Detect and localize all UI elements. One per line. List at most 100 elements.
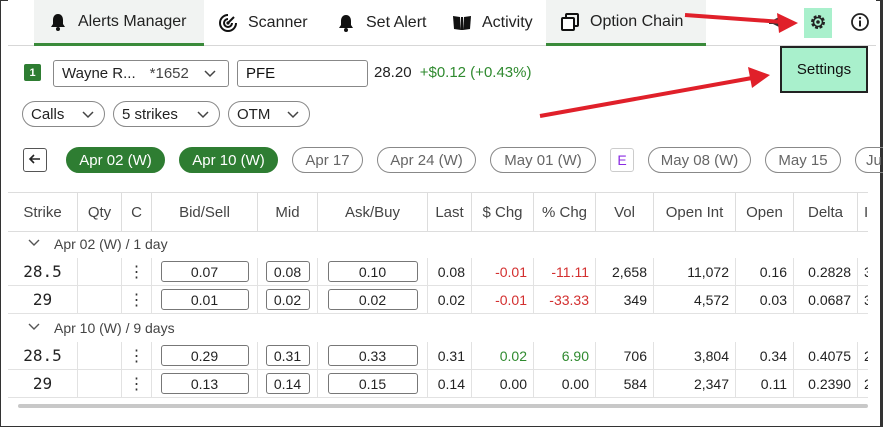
strikes-select[interactable]: 5 strikes — [113, 101, 220, 127]
ask-buy-button[interactable]: 0.33 — [327, 345, 418, 366]
column-header[interactable]: Ask/Buy — [318, 192, 428, 232]
expiration-group-header[interactable]: Apr 10 (W) / 9 days — [8, 314, 868, 342]
expiration-group-header[interactable]: Apr 02 (W) / 1 day — [8, 230, 868, 258]
tab-set-alert[interactable]: Set Alert — [322, 0, 438, 46]
dollar-change-cell: -0.01 — [472, 258, 534, 286]
annotation-arrow-to-gear — [684, 13, 798, 33]
column-header[interactable]: C — [122, 192, 152, 232]
tab-scanner[interactable]: Scanner — [204, 0, 322, 46]
tab-option-chain[interactable]: Option Chain — [546, 0, 706, 46]
settings-button[interactable] — [804, 8, 832, 38]
qty-cell[interactable] — [78, 286, 122, 314]
bid-sell-button[interactable]: 0.13 — [160, 373, 249, 394]
open-interest-cell: 11,072 — [654, 258, 736, 286]
bid-sell-button[interactable]: 0.29 — [160, 345, 249, 366]
column-header[interactable]: $ Chg — [472, 192, 534, 232]
settings-tooltip[interactable]: Settings — [780, 46, 868, 93]
expiration-pill[interactable]: May 15 — [765, 147, 841, 173]
kebab-icon: ⋮ — [128, 263, 145, 281]
ask-buy-button[interactable]: 0.02 — [327, 289, 418, 310]
moneyness-select[interactable]: OTM — [228, 101, 310, 127]
annotation-arrow-to-settings — [539, 67, 770, 118]
percent-change-cell: 6.90 — [534, 342, 596, 370]
tab-label: Activity — [482, 14, 533, 31]
expiration-back-button[interactable] — [23, 148, 47, 172]
column-header[interactable]: Last — [428, 192, 472, 232]
price-change: +$0.12 (+0.43%) — [419, 64, 532, 81]
ask-buy-button[interactable]: 0.15 — [327, 373, 418, 394]
horizontal-scrollbar[interactable] — [18, 404, 868, 408]
chevron-down-icon — [28, 322, 42, 334]
column-header[interactable]: Mid — [258, 192, 318, 232]
expiration-pill[interactable]: Apr 02 (W) — [66, 147, 165, 173]
qty-cell[interactable] — [78, 342, 122, 370]
volume-cell: 349 — [596, 286, 654, 314]
open-interest-cell: 2,347 — [654, 370, 736, 398]
column-header[interactable]: Open Int — [654, 192, 736, 232]
ask-buy-button[interactable]: 0.10 — [327, 261, 418, 282]
expiration-pill[interactable]: May 01 (W) — [490, 147, 596, 173]
column-header[interactable]: Bid/Sell — [152, 192, 258, 232]
column-header[interactable]: Strike — [8, 192, 78, 232]
expiration-pill[interactable]: Apr 24 (W) — [377, 147, 476, 173]
chevron-down-icon — [82, 107, 94, 124]
last-cell: 0.14 — [428, 370, 472, 398]
kebab-icon: ⋮ — [128, 375, 145, 393]
strike-cell: 29 — [8, 370, 78, 398]
row-menu-button[interactable]: ⋮ — [122, 342, 152, 370]
book-icon — [452, 13, 472, 33]
quote: 28.20 +$0.12 (+0.43%) — [374, 64, 531, 81]
expiration-pill[interactable]: May 08 (W) — [648, 147, 751, 173]
expiration-pill[interactable]: Apr 10 (W) — [179, 147, 278, 173]
column-header[interactable]: Qty — [78, 192, 122, 232]
tab-alerts-manager[interactable]: Alerts Manager — [34, 0, 204, 46]
delta-cell: 0.2828 — [794, 258, 858, 286]
chevron-down-icon — [287, 107, 299, 124]
column-header[interactable]: Vol — [596, 192, 654, 232]
iv-cell: 36 — [858, 286, 868, 314]
delta-cell: 0.2390 — [794, 370, 858, 398]
strike-cell: 28.5 — [8, 342, 78, 370]
bid-sell-button[interactable]: 0.01 — [160, 289, 249, 310]
arrow-left-icon — [28, 152, 42, 169]
info-button[interactable] — [846, 8, 874, 38]
percent-change-cell: -33.33 — [534, 286, 596, 314]
account-select[interactable]: Wayne R... *1652 — [53, 60, 229, 87]
expiration-pill[interactable]: Ju — [855, 147, 883, 173]
row-menu-button[interactable]: ⋮ — [122, 370, 152, 398]
mid-button[interactable]: 0.02 — [265, 289, 310, 310]
delta-cell: 0.4075 — [794, 342, 858, 370]
row-menu-button[interactable]: ⋮ — [122, 286, 152, 314]
volume-cell: 584 — [596, 370, 654, 398]
delta-cell: 0.0687 — [794, 286, 858, 314]
bid-sell-button[interactable]: 0.07 — [160, 261, 249, 282]
bell-icon — [48, 12, 68, 32]
mid-button[interactable]: 0.31 — [265, 345, 310, 366]
iv-cell: 24 — [858, 342, 868, 370]
tab-label: Alerts Manager — [78, 12, 187, 30]
account-number: *1652 — [149, 65, 189, 82]
calls-select[interactable]: Calls — [22, 101, 105, 127]
row-menu-button[interactable]: ⋮ — [122, 258, 152, 286]
column-header[interactable]: % Chg — [534, 192, 596, 232]
qty-cell[interactable] — [78, 258, 122, 286]
tab-activity[interactable]: Activity — [438, 0, 546, 46]
kebab-icon: ⋮ — [128, 291, 145, 309]
filter-label: OTM — [237, 105, 271, 123]
kebab-icon: ⋮ — [128, 347, 145, 365]
column-header[interactable]: Delta — [794, 192, 858, 232]
group-title: Apr 10 (W) / 9 days — [54, 320, 175, 336]
open-cell: 0.03 — [736, 286, 794, 314]
symbol-input[interactable] — [237, 60, 368, 87]
group-title: Apr 02 (W) / 1 day — [54, 236, 168, 252]
last-price: 28.20 — [374, 64, 412, 81]
mid-button[interactable]: 0.14 — [265, 373, 310, 394]
column-header[interactable]: Open — [736, 192, 794, 232]
expiration-pill[interactable]: Apr 17 — [292, 147, 363, 173]
column-header[interactable]: I — [858, 192, 868, 232]
account-name: Wayne R... — [62, 65, 136, 82]
qty-cell[interactable] — [78, 370, 122, 398]
percent-change-cell: 0.00 — [534, 370, 596, 398]
mid-button[interactable]: 0.08 — [265, 261, 310, 282]
